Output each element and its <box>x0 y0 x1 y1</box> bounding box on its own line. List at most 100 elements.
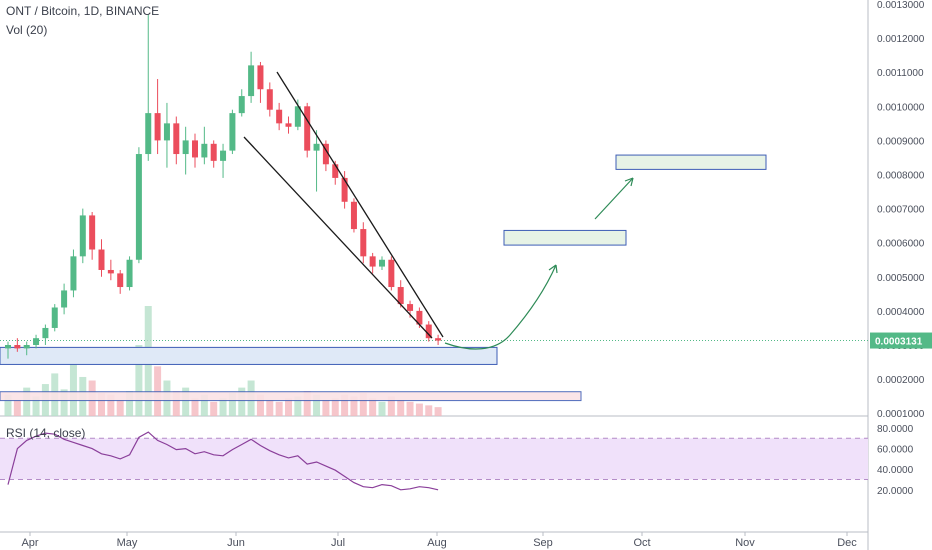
volume-bar <box>350 396 358 416</box>
month-tick-label: Jul <box>331 537 345 549</box>
month-tick-label: May <box>117 537 138 549</box>
candle-body <box>61 290 68 308</box>
volume-bar <box>397 400 405 416</box>
month-tick-label: Aug <box>427 537 447 549</box>
price-tick-label: 0.0005000 <box>877 273 925 284</box>
candle-body <box>145 113 152 155</box>
candle-body <box>23 345 30 349</box>
candle-body <box>107 269 114 274</box>
candle-body <box>360 229 367 257</box>
month-tick-label: Dec <box>837 537 857 549</box>
volume-bar <box>266 400 274 416</box>
candle-body <box>14 345 21 349</box>
candle-body <box>304 106 311 151</box>
rsi-tick-label: 80.0000 <box>877 424 914 435</box>
volume-bar <box>285 398 292 416</box>
price-tick-label: 0.0002000 <box>877 375 925 386</box>
candle-body <box>42 327 49 339</box>
volume-bar <box>4 394 12 416</box>
volume-bar <box>415 403 423 416</box>
candle-body <box>33 338 40 345</box>
lower-zone <box>0 391 582 402</box>
month-tick-label: Nov <box>735 537 755 549</box>
price-tick-label: 0.0007000 <box>877 205 925 216</box>
candle-body <box>416 310 423 325</box>
candle-body <box>285 123 292 127</box>
volume-bar <box>425 405 433 416</box>
projection-curve <box>444 264 557 350</box>
candle-body <box>98 249 105 270</box>
price-tick-label: 0.0012000 <box>877 34 925 45</box>
volume-bar <box>13 400 21 416</box>
zone-rectangles <box>0 154 767 402</box>
volume-bar <box>172 391 180 416</box>
volume-bar <box>69 362 77 416</box>
month-tick-label: Oct <box>633 537 650 549</box>
candle-body <box>126 259 133 288</box>
candle-body <box>79 215 86 257</box>
candle-body <box>135 154 142 260</box>
volume-bar <box>98 392 105 416</box>
volume-bar <box>387 396 395 416</box>
price-axis: 0.0013000 0.0012000 0.0011000 0.0010000 0.00… <box>870 0 932 497</box>
time-axis: Apr May Jun Jul Aug Sep Oct Nov Dec <box>21 532 857 549</box>
candle-body <box>163 123 170 141</box>
volume-bar <box>406 401 414 416</box>
volume-bar <box>154 366 162 416</box>
candle-body <box>192 140 198 158</box>
wedge-lower-line <box>243 136 433 339</box>
candle-body <box>248 65 255 97</box>
price-tick-label: 0.0010000 <box>877 102 925 113</box>
volume-bar <box>341 394 349 416</box>
volume-bar <box>228 392 236 416</box>
volume-bar <box>200 394 208 416</box>
volume-bar <box>32 396 40 416</box>
rsi-label: RSI (14, close) <box>6 426 86 440</box>
volume-bar <box>313 394 321 416</box>
candle-body <box>313 143 320 151</box>
volume-bar <box>369 398 377 416</box>
candle-body <box>51 307 58 328</box>
projection-arrowhead-2 <box>624 177 634 187</box>
candle-body <box>332 164 339 178</box>
rsi-line <box>7 431 439 491</box>
candle-body <box>407 304 414 311</box>
candle-body <box>388 259 395 288</box>
volume-bar <box>23 387 31 416</box>
volume-bar <box>303 391 311 416</box>
candle-body <box>173 123 180 155</box>
volume-bar <box>126 391 134 416</box>
volume-bar <box>434 407 442 416</box>
volume-bar <box>219 398 227 416</box>
volume-bar <box>359 392 367 416</box>
candle-body <box>201 143 208 158</box>
candle-body <box>435 338 442 341</box>
volume-bar <box>322 400 330 416</box>
price-tick-label: 0.0008000 <box>877 171 925 182</box>
candle-body <box>182 140 189 155</box>
candle-body <box>238 96 245 114</box>
support-zone <box>0 346 498 365</box>
chart-title: ONT / Bitcoin, 1D, BINANCE <box>6 4 160 18</box>
candle-body <box>294 106 301 127</box>
price-tick-label: 0.0009000 <box>877 136 925 147</box>
price-tick-label: 0.0004000 <box>877 307 925 318</box>
price-tick-label: 0.0011000 <box>877 68 924 79</box>
volume-bar <box>116 400 124 416</box>
candle-body <box>266 89 273 110</box>
volume-bar <box>191 398 199 416</box>
month-tick-label: Apr <box>21 537 38 549</box>
trend-lines <box>243 71 634 350</box>
volume-bar <box>378 401 386 416</box>
candle-body <box>341 177 348 202</box>
rsi-tick-label: 20.0000 <box>877 486 914 497</box>
volume-bar <box>238 387 246 416</box>
volume-label: Vol (20) <box>6 23 48 37</box>
volume-bar <box>182 387 190 416</box>
projection-arrowhead <box>548 264 558 274</box>
candle-body <box>369 256 376 267</box>
volume-bar <box>107 394 115 416</box>
volume-bar <box>135 345 143 416</box>
volume-bar <box>210 401 218 416</box>
